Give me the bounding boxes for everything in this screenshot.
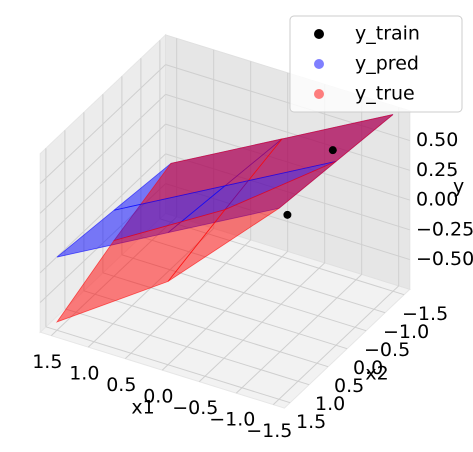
legend-marker [314,59,324,69]
z-tick-label: 0.25 [416,159,458,181]
y-tick-label: −1.5 [402,303,448,325]
grid-line [45,326,291,404]
x-tick-label: 0.0 [143,386,173,408]
legend-box [289,15,463,113]
grid-line [64,308,310,386]
z-tick-label: −0.50 [416,248,473,270]
grid-line [39,153,166,274]
y-tick-label: 1.5 [296,411,326,433]
x-tick-label: 0.5 [106,374,136,396]
grid-line [39,123,166,244]
z-tick-label: 0.00 [416,189,458,211]
x-tick-label: −0.5 [172,397,218,419]
legend-marker [314,89,324,99]
x-tick-label: −1.5 [246,420,292,442]
y-tick-label: 0.5 [334,375,364,397]
grid-line [39,94,166,214]
z-tick-label: 0.50 [416,129,458,151]
grid-line [165,93,410,171]
surface-patch [55,208,227,323]
z-tick-label: −0.25 [416,218,473,240]
grid-line [83,290,329,368]
z-axis-label: y [453,176,464,198]
legend-marker [314,29,324,39]
train-point [328,146,337,155]
x-axis-label: x1 [131,397,154,419]
y-tick-label: −0.5 [364,339,410,361]
grid-line [39,64,166,184]
legend-label: y_true [355,83,415,105]
y-tick-label: 0.0 [353,357,383,379]
x-tick-label: 1.5 [32,351,62,373]
legend-label: y_train [355,23,420,45]
x-tick-label: 1.0 [69,363,99,385]
legend-label: y_pred [355,53,419,75]
train-point [283,210,292,219]
y-axis-label: x2 [365,363,388,385]
x-tick-label: −1.0 [209,409,255,431]
y-tick-label: −1.0 [383,321,429,343]
y-tick-label: 1.0 [315,393,345,415]
